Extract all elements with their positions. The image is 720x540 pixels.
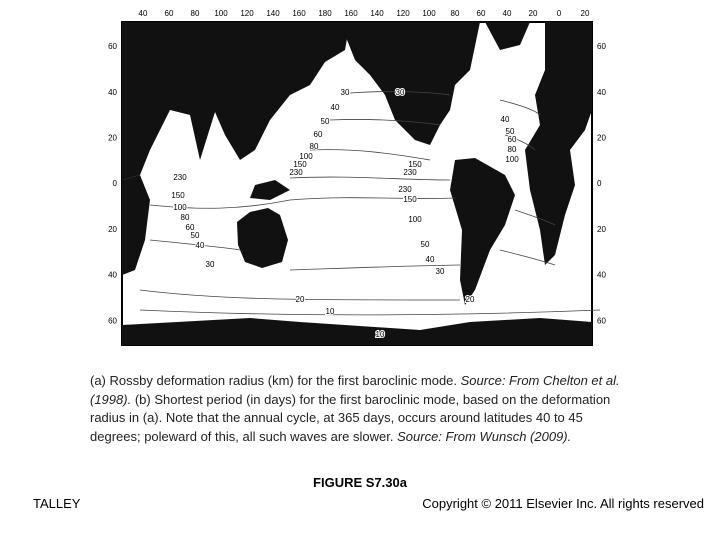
contour-label: 80 [508, 145, 517, 154]
latitude-label: 20 [108, 225, 117, 234]
contour-label: 40 [331, 103, 340, 112]
contour-label: 230 [173, 173, 187, 182]
latitude-label: 0 [113, 179, 118, 188]
contour-label: 150 [293, 160, 307, 169]
contours [139, 91, 601, 316]
contour-label: 100 [299, 152, 313, 161]
contour-label: 40 [501, 115, 510, 124]
contour-label: 50 [421, 240, 430, 249]
contour-label: 50 [506, 127, 515, 136]
contour-label: 50 [191, 231, 200, 240]
longitude-label: 60 [165, 9, 174, 18]
longitude-label: 20 [529, 9, 538, 18]
caption-source: Source: From Chelton et al. (1998). [90, 373, 620, 407]
contour-label: 60 [314, 130, 323, 139]
longitude-label: 100 [422, 9, 436, 18]
longitude-label: 40 [503, 9, 512, 18]
latitude-label: 40 [597, 271, 606, 280]
figure-label: FIGURE S7.30a [313, 475, 407, 490]
map: 40 60 80 100 120 140 160 180 160 140 120 100 80 60 40 2… [108, 9, 606, 346]
contour-label: 40 [196, 241, 205, 250]
land [122, 22, 592, 345]
caption-text: (b) Shortest period (in days) for the fi… [90, 391, 611, 444]
contour-label: 10 [376, 330, 385, 339]
contour-label: 230 [398, 185, 412, 194]
author: TALLEY [33, 496, 81, 511]
longitude-label: 60 [477, 9, 486, 18]
contour-label: 50 [321, 117, 330, 126]
longitude-label: 180 [318, 9, 332, 18]
contour-label: 20 [466, 295, 475, 304]
contour-label: 230 [403, 168, 417, 177]
latitude-label: 60 [108, 316, 117, 325]
contour-label: 150 [408, 160, 422, 169]
contour-label: 30 [436, 267, 445, 276]
contour-label: 100 [173, 203, 187, 212]
latitude-label: 0 [597, 179, 602, 188]
contour-label: 80 [181, 213, 190, 222]
contour-label: 150 [403, 195, 417, 204]
latitude-label: 60 [108, 42, 117, 51]
latitude-label: 40 [597, 88, 606, 97]
caption-text: (a) Rossby deformation radius (km) for t… [90, 373, 461, 388]
latitude-label: 40 [108, 271, 117, 280]
latitude-label: 60 [597, 316, 606, 325]
latitude-label: 20 [597, 134, 606, 143]
latitude-label: 20 [108, 134, 117, 143]
contour-label: 10 [326, 307, 335, 316]
longitude-label: 120 [396, 9, 410, 18]
contour-label: 230 [289, 168, 303, 177]
longitude-label: 40 [139, 9, 148, 18]
caption: (a) Rossby deformation radius (km) for t… [90, 372, 630, 446]
latitude-label: 40 [108, 88, 117, 97]
longitude-label: 120 [240, 9, 254, 18]
longitude-label: 160 [292, 9, 306, 18]
caption-source: Source: From Wunsch (2009). [397, 428, 572, 444]
contour-label: 100 [408, 215, 422, 224]
contour-label: 40 [426, 255, 435, 264]
contour-label: 80 [310, 142, 319, 151]
latitude-label: 20 [597, 225, 606, 234]
contour-label: 30 [396, 88, 405, 97]
longitude-label: 0 [557, 9, 562, 18]
longitude-label: 160 [344, 9, 358, 18]
contour-label: 30 [341, 88, 350, 97]
longitude-label: 80 [191, 9, 200, 18]
longitude-label: 140 [370, 9, 384, 18]
latitude-label: 60 [597, 42, 606, 51]
copyright: Copyright © 2011 Elsevier Inc. All right… [422, 496, 704, 511]
contour-label: 60 [508, 135, 517, 144]
contour-label: 30 [206, 260, 215, 269]
contour-label: 150 [171, 191, 185, 200]
longitude-label: 100 [214, 9, 228, 18]
contour-label: 20 [296, 295, 305, 304]
longitude-label: 140 [266, 9, 280, 18]
contour-label: 60 [186, 223, 195, 232]
longitude-label: 20 [581, 9, 590, 18]
contour-label: 100 [505, 155, 519, 164]
longitude-label: 80 [451, 9, 460, 18]
